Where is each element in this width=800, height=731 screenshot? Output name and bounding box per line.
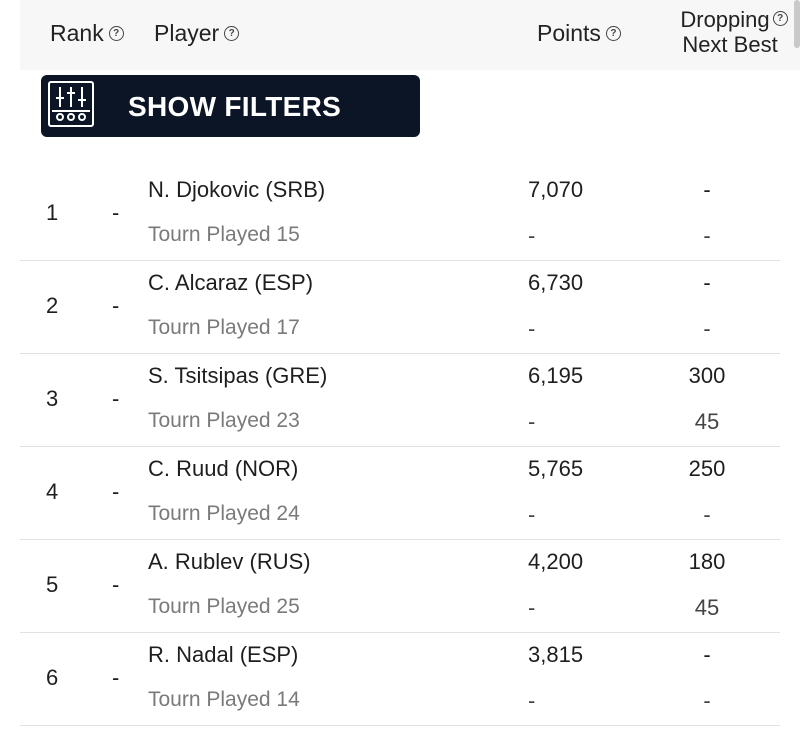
dropping-header-label: Dropping: [680, 7, 770, 32]
table-row[interactable]: 5 - A. Rublev (RUS) Tourn Played 25 4,20…: [20, 539, 780, 633]
player-header[interactable]: Player?: [154, 20, 240, 47]
tournaments-played: Tourn Played 25: [148, 595, 300, 618]
next-best-cell: -: [703, 502, 711, 527]
player-name-link[interactable]: S. Tsitsipas (GRE): [148, 363, 328, 388]
next-best-cell: 45: [694, 595, 720, 620]
next-best-cell: -: [703, 688, 711, 713]
points-sub-cell: -: [528, 502, 536, 527]
filter-sliders-icon: [48, 81, 94, 127]
show-filters-label: SHOW FILTERS: [128, 91, 342, 122]
points-sub-cell: -: [528, 409, 536, 434]
rank-move-cell: -: [112, 386, 120, 411]
rank-header-label: Rank: [50, 20, 104, 46]
table-row[interactable]: 3 - S. Tsitsipas (GRE) Tourn Played 23 6…: [20, 353, 780, 447]
table-header: Rank? Player? Points? Dropping? Next Bes…: [20, 0, 800, 70]
tournaments-played: Tourn Played 24: [148, 502, 300, 525]
show-filters-button[interactable]: SHOW FILTERS: [41, 75, 420, 137]
help-icon[interactable]: ?: [772, 11, 788, 26]
tournaments-played: Tourn Played 17: [148, 316, 300, 339]
next-best-cell: 45: [694, 409, 720, 434]
player-name-link[interactable]: A. Rublev (RUS): [148, 549, 311, 574]
rank-move-cell: -: [112, 479, 120, 504]
player-name-link[interactable]: C. Alcaraz (ESP): [148, 270, 314, 295]
table-row[interactable]: 6 - R. Nadal (ESP) Tourn Played 14 3,815…: [20, 632, 780, 726]
tournaments-played: Tourn Played 23: [148, 409, 300, 432]
rank-cell: 5: [46, 572, 59, 597]
rank-move-cell: -: [112, 293, 120, 318]
dropping-cell: 180: [688, 549, 726, 574]
points-cell: 5,765: [528, 456, 584, 481]
points-sub-cell: -: [528, 688, 536, 713]
points-cell: 6,195: [528, 363, 584, 388]
rank-cell: 4: [46, 479, 59, 504]
points-cell: 6,730: [528, 270, 584, 295]
points-cell: 7,070: [528, 177, 584, 202]
points-cell: 3,815: [528, 642, 584, 667]
dropping-header[interactable]: Dropping? Next Best: [669, 7, 799, 57]
points-sub-cell: -: [528, 223, 536, 248]
rank-cell: 1: [46, 200, 59, 225]
points-cell: 4,200: [528, 549, 584, 574]
player-header-label: Player: [154, 20, 220, 46]
help-icon[interactable]: ?: [224, 26, 240, 41]
next-best-cell: -: [703, 316, 711, 341]
help-icon[interactable]: ?: [108, 26, 124, 41]
tournaments-played: Tourn Played 14: [148, 688, 300, 711]
player-name-link[interactable]: C. Ruud (NOR): [148, 456, 299, 481]
points-header[interactable]: Points?: [537, 20, 621, 47]
rank-move-cell: -: [112, 665, 120, 690]
next-best-header-label: Next Best: [682, 32, 778, 57]
dropping-cell: -: [703, 177, 711, 202]
rank-cell: 3: [46, 386, 59, 411]
rank-cell: 2: [46, 293, 59, 318]
tournaments-played: Tourn Played 15: [148, 223, 300, 246]
next-best-cell: -: [703, 223, 711, 248]
scrollbar[interactable]: [794, 0, 800, 48]
points-sub-cell: -: [528, 595, 536, 620]
rank-move-cell: -: [112, 200, 120, 225]
dropping-cell: -: [703, 270, 711, 295]
table-row[interactable]: 2 - C. Alcaraz (ESP) Tourn Played 17 6,7…: [20, 260, 780, 354]
dropping-cell: -: [703, 642, 711, 667]
points-sub-cell: -: [528, 316, 536, 341]
table-row[interactable]: 1 - N. Djokovic (SRB) Tourn Played 15 7,…: [20, 167, 780, 261]
help-icon[interactable]: ?: [605, 26, 621, 41]
table-row[interactable]: 4 - C. Ruud (NOR) Tourn Played 24 5,765 …: [20, 446, 780, 540]
dropping-cell: 300: [688, 363, 726, 388]
rank-cell: 6: [46, 665, 59, 690]
rank-header[interactable]: Rank?: [50, 20, 124, 47]
player-name-link[interactable]: N. Djokovic (SRB): [148, 177, 326, 202]
points-header-label: Points: [537, 20, 601, 46]
dropping-cell: 250: [688, 456, 726, 481]
player-name-link[interactable]: R. Nadal (ESP): [148, 642, 299, 667]
rank-move-cell: -: [112, 572, 120, 597]
